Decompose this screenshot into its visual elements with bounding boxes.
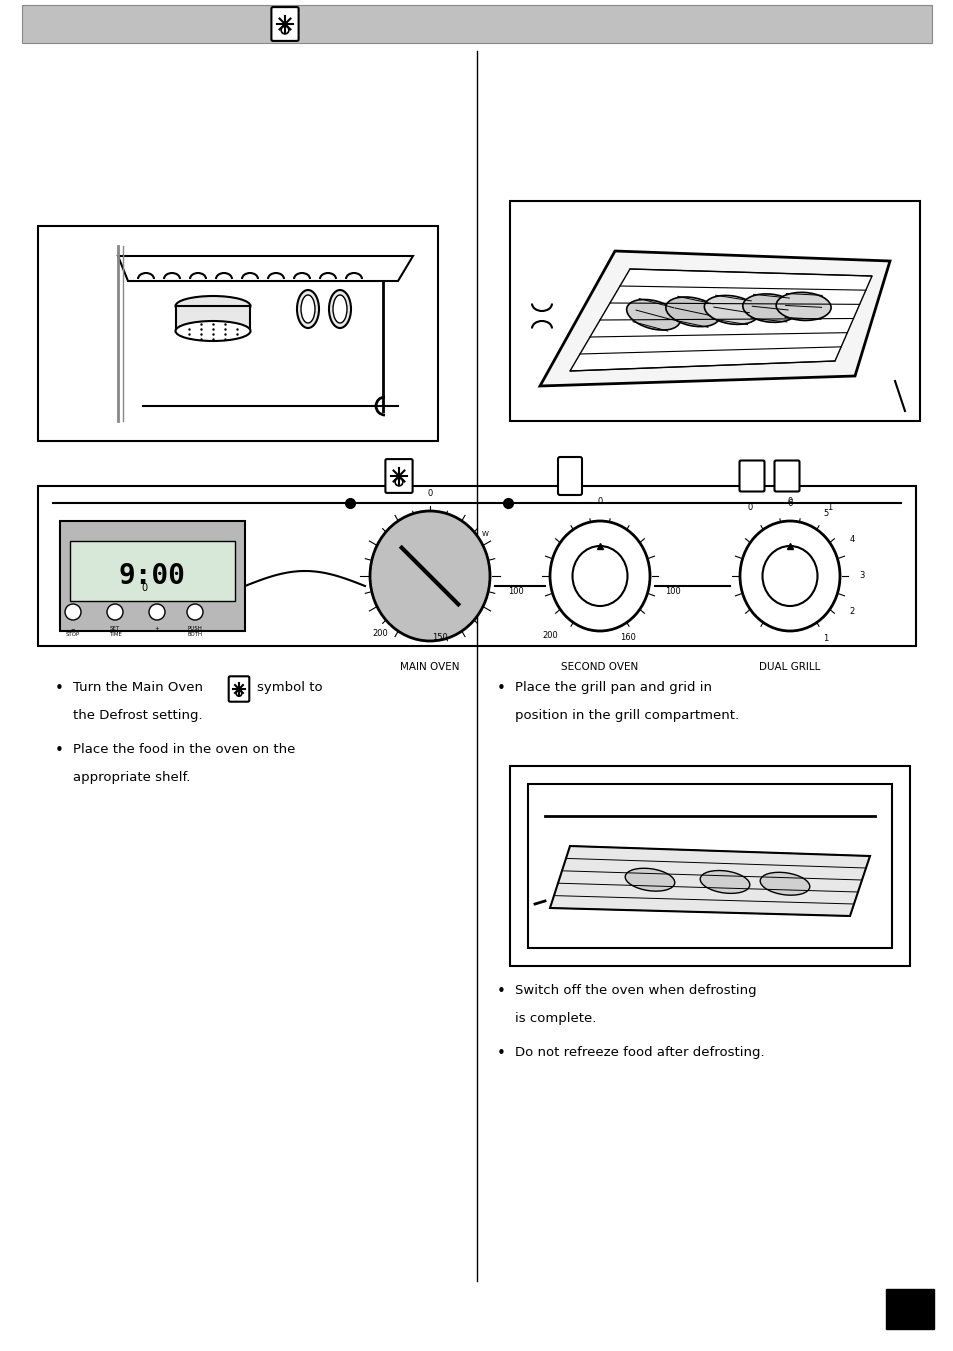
Text: Turn the Main Oven: Turn the Main Oven <box>73 681 203 694</box>
Ellipse shape <box>740 521 840 631</box>
Ellipse shape <box>175 322 251 340</box>
Ellipse shape <box>175 296 251 316</box>
Text: Place the grill pan and grid in: Place the grill pan and grid in <box>515 681 711 694</box>
Text: Switch off the oven when defrosting: Switch off the oven when defrosting <box>515 984 756 997</box>
Ellipse shape <box>333 295 347 323</box>
Bar <box>885 1289 933 1329</box>
Circle shape <box>65 604 81 620</box>
Circle shape <box>107 604 123 620</box>
Text: 2: 2 <box>849 608 854 616</box>
Ellipse shape <box>550 521 649 631</box>
Circle shape <box>281 26 289 34</box>
Ellipse shape <box>624 869 674 892</box>
Text: 1: 1 <box>826 504 832 512</box>
Bar <box>527 784 891 948</box>
Text: position in the grill compartment.: position in the grill compartment. <box>515 709 739 721</box>
Text: 5: 5 <box>822 509 828 519</box>
Bar <box>510 201 919 422</box>
Text: 4: 4 <box>849 535 854 544</box>
Ellipse shape <box>742 295 797 323</box>
Ellipse shape <box>761 546 817 607</box>
Text: is complete.: is complete. <box>515 1012 596 1025</box>
Text: the Defrost setting.: the Defrost setting. <box>73 709 202 721</box>
Text: •: • <box>55 681 64 696</box>
Text: 1: 1 <box>822 634 828 643</box>
FancyBboxPatch shape <box>739 461 763 492</box>
Text: •: • <box>55 743 64 758</box>
Circle shape <box>149 604 165 620</box>
Ellipse shape <box>665 297 720 327</box>
Polygon shape <box>550 846 869 916</box>
Text: 150: 150 <box>432 634 447 642</box>
Text: •: • <box>497 681 505 696</box>
Bar <box>38 486 915 646</box>
Text: symbol to: symbol to <box>256 681 322 694</box>
Text: PUSH
BOTH: PUSH BOTH <box>187 626 202 636</box>
Text: 0: 0 <box>597 497 602 507</box>
Ellipse shape <box>700 870 749 893</box>
Text: 100: 100 <box>664 586 680 596</box>
Ellipse shape <box>296 290 318 328</box>
FancyBboxPatch shape <box>558 457 581 494</box>
Polygon shape <box>118 255 413 281</box>
Text: Place the food in the oven on the: Place the food in the oven on the <box>73 743 295 755</box>
Text: W: W <box>481 531 488 536</box>
Circle shape <box>187 604 203 620</box>
Text: •: • <box>497 1046 505 1061</box>
Text: •: • <box>497 984 505 998</box>
Text: appropriate shelf.: appropriate shelf. <box>73 770 191 784</box>
Text: 0: 0 <box>141 584 148 593</box>
Ellipse shape <box>301 295 314 323</box>
Bar <box>510 766 909 966</box>
Ellipse shape <box>626 300 679 330</box>
Text: Do not refreeze food after defrosting.: Do not refreeze food after defrosting. <box>515 1046 763 1059</box>
FancyBboxPatch shape <box>385 459 412 493</box>
Bar <box>22 5 931 43</box>
Polygon shape <box>539 251 889 386</box>
Text: 200: 200 <box>541 631 558 640</box>
Ellipse shape <box>572 546 627 607</box>
Text: SET
TIME: SET TIME <box>109 626 121 636</box>
Ellipse shape <box>703 296 758 324</box>
Ellipse shape <box>776 292 830 320</box>
Circle shape <box>395 478 402 486</box>
Text: 200: 200 <box>372 630 388 638</box>
FancyBboxPatch shape <box>229 677 249 701</box>
Text: SECOND OVEN: SECOND OVEN <box>560 662 638 671</box>
Polygon shape <box>569 269 871 372</box>
Text: +: + <box>154 626 159 631</box>
Bar <box>175 305 250 331</box>
Text: −
STOP: − STOP <box>66 626 80 636</box>
Text: 0: 0 <box>427 489 432 499</box>
Bar <box>60 521 245 631</box>
Text: 6: 6 <box>786 500 792 508</box>
Text: 100: 100 <box>507 586 523 596</box>
Circle shape <box>236 690 241 696</box>
Bar <box>70 540 234 601</box>
Ellipse shape <box>329 290 351 328</box>
Text: 0: 0 <box>786 497 792 507</box>
Text: MAIN OVEN: MAIN OVEN <box>400 662 459 671</box>
Bar <box>38 226 437 440</box>
Text: 3: 3 <box>859 571 863 581</box>
Text: DUAL GRILL: DUAL GRILL <box>759 662 820 671</box>
Text: 0: 0 <box>746 504 752 512</box>
FancyBboxPatch shape <box>271 7 298 41</box>
Ellipse shape <box>760 873 809 896</box>
Text: 9:00: 9:00 <box>119 562 186 590</box>
Ellipse shape <box>370 511 490 640</box>
Text: 160: 160 <box>619 634 636 642</box>
FancyBboxPatch shape <box>774 461 799 492</box>
